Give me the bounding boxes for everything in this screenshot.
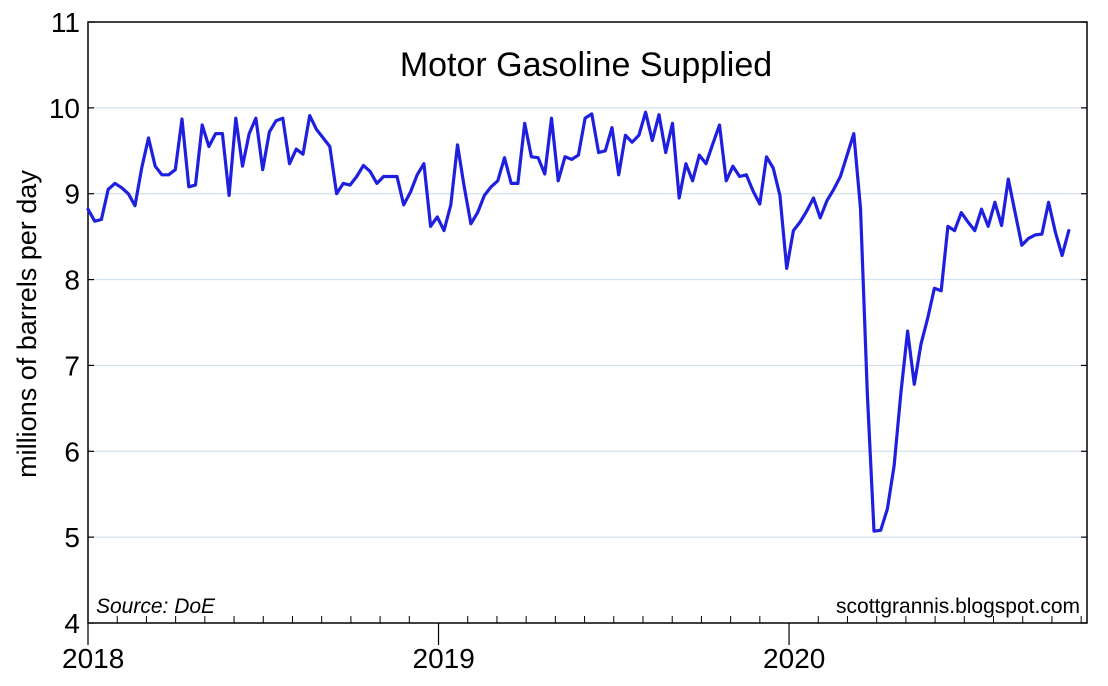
y-tick-label: 7 — [64, 350, 80, 381]
y-tick-label: 9 — [64, 179, 80, 210]
x-axis: 2018 2019 2020 — [62, 616, 1082, 674]
y-tick-label: 5 — [64, 522, 80, 553]
y-tick-label: 11 — [51, 7, 80, 38]
y-tick-label: 6 — [64, 436, 80, 467]
y-axis: 4 5 6 7 8 9 10 11 — [49, 7, 1087, 639]
y-tick-label: 4 — [64, 608, 80, 639]
chart-title: Motor Gasoline Supplied — [400, 46, 772, 84]
x-tick-label: 2020 — [763, 643, 825, 674]
x-tick-label: 2018 — [62, 643, 124, 674]
watermark: scottgrannis.blogspot.com — [836, 595, 1080, 618]
y-axis-label: millions of barrels per day — [12, 170, 42, 478]
y-tick-label: 10 — [49, 93, 80, 124]
plot-frame — [87, 21, 1088, 624]
y-tick-label: 8 — [64, 265, 80, 296]
x-tick-label: 2019 — [413, 643, 475, 674]
series-line — [86, 110, 1071, 533]
grid-lines — [88, 107, 1087, 538]
source-note: Source: DoE — [96, 595, 216, 618]
